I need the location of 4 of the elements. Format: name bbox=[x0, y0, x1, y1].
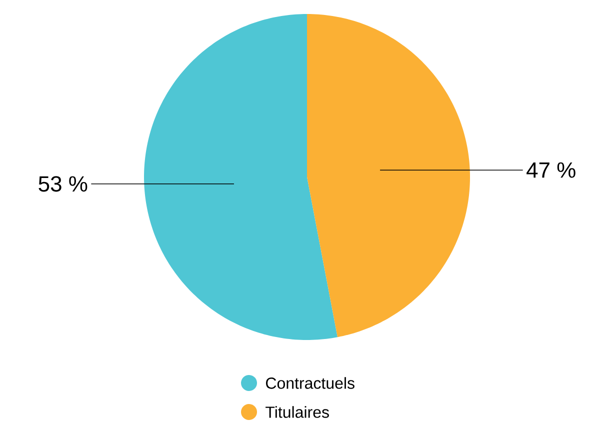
legend-label: Contractuels bbox=[266, 377, 354, 389]
data-label: 53 % bbox=[38, 176, 88, 192]
legend-label: Titulaires bbox=[266, 406, 329, 418]
data-label: 47 % bbox=[526, 162, 576, 178]
